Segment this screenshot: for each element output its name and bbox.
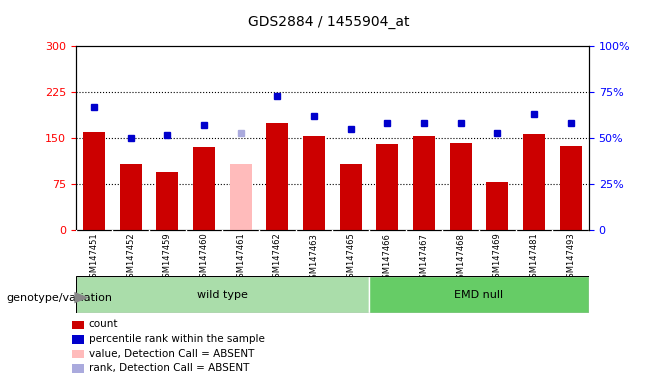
Bar [340, 164, 362, 230]
Text: EMD null: EMD null [455, 290, 503, 300]
Bar [230, 164, 251, 230]
Bar [303, 136, 325, 230]
Bar [449, 142, 472, 230]
Text: GSM147469: GSM147469 [493, 233, 502, 283]
Bar [120, 164, 141, 230]
Text: GSM147452: GSM147452 [126, 233, 135, 283]
Text: GSM147467: GSM147467 [419, 233, 428, 283]
Bar [76, 276, 369, 313]
Bar [369, 276, 589, 313]
Text: GSM147463: GSM147463 [309, 233, 318, 283]
Bar [559, 146, 582, 230]
Text: rank, Detection Call = ABSENT: rank, Detection Call = ABSENT [89, 363, 249, 373]
Text: percentile rank within the sample: percentile rank within the sample [89, 334, 265, 344]
Bar [266, 123, 288, 230]
Bar [83, 132, 105, 230]
Text: value, Detection Call = ABSENT: value, Detection Call = ABSENT [89, 349, 254, 359]
Text: GDS2884 / 1455904_at: GDS2884 / 1455904_at [248, 15, 410, 29]
Bar [157, 172, 178, 230]
Bar [376, 144, 398, 230]
Text: GSM147460: GSM147460 [199, 233, 209, 283]
Text: GSM147462: GSM147462 [273, 233, 282, 283]
Text: GSM147481: GSM147481 [530, 233, 538, 283]
Text: genotype/variation: genotype/variation [7, 293, 113, 303]
Text: wild type: wild type [197, 290, 248, 300]
Text: GSM147466: GSM147466 [383, 233, 392, 283]
Text: GSM147461: GSM147461 [236, 233, 245, 283]
Text: GSM147459: GSM147459 [163, 233, 172, 283]
Bar [523, 134, 545, 230]
Bar [413, 136, 435, 230]
Bar [193, 147, 215, 230]
Bar [486, 182, 508, 230]
Text: count: count [89, 319, 118, 329]
Text: GSM147468: GSM147468 [456, 233, 465, 283]
Text: GSM147451: GSM147451 [89, 233, 99, 283]
Text: GSM147465: GSM147465 [346, 233, 355, 283]
Text: GSM147493: GSM147493 [566, 233, 575, 283]
